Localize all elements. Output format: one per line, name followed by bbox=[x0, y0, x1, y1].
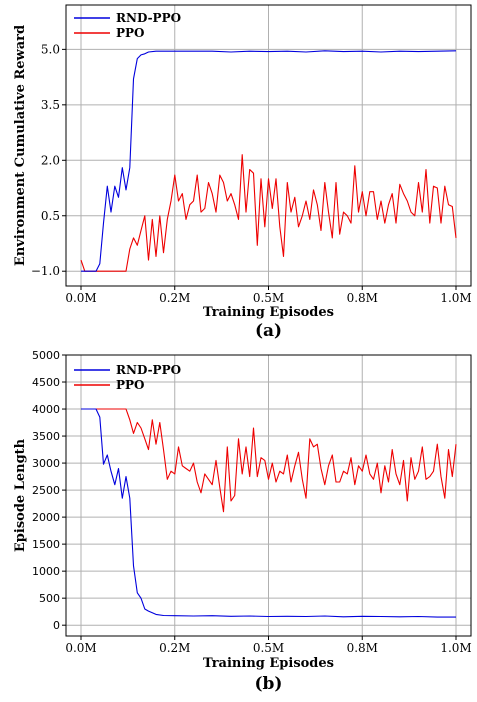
b-caption: (b) bbox=[255, 674, 283, 694]
b-y-tick-label: 1500 bbox=[32, 538, 60, 551]
panel-b-episode-length-chart: 0.0M 0.2M 0.5M 0.8M 1.0M 0 500 1000 1500 2000 2500… bbox=[13, 349, 472, 694]
b-x-tick-label: 0.2M bbox=[159, 641, 190, 655]
a-legend-label-ppo: PPO bbox=[116, 26, 145, 40]
b-tick-labels: 0.0M 0.2M 0.5M 0.8M 1.0M 0 500 1000 1500 2000 2500… bbox=[32, 349, 472, 655]
b-y-tick-label: 3000 bbox=[32, 457, 60, 470]
a-x-tick-label: 0.8M bbox=[347, 291, 378, 305]
a-series-line-ppo bbox=[80, 154, 457, 272]
b-x-tick-label: 0.0M bbox=[65, 641, 96, 655]
b-y-tick-label: 4000 bbox=[32, 403, 60, 416]
a-y-tick-label: 5.0 bbox=[41, 42, 60, 56]
b-series-line-rnd-ppo bbox=[81, 408, 456, 618]
a-tick-labels: 0.0M 0.2M 0.5M 0.8M 1.0M −1.0 0.5 2.0 3.5 5.0 bbox=[31, 42, 472, 305]
b-y-axis-label: Episode Length bbox=[13, 438, 28, 552]
a-y-tick-label: −1.0 bbox=[31, 264, 60, 278]
b-x-tick-label: 1.0M bbox=[440, 641, 471, 655]
b-x-axis-label: Training Episodes bbox=[203, 656, 334, 671]
b-series-lines bbox=[81, 408, 457, 618]
a-y-tick-label: 3.5 bbox=[41, 98, 60, 112]
b-y-tick-label: 5000 bbox=[32, 349, 60, 362]
b-y-tick-label: 2000 bbox=[32, 511, 60, 524]
a-x-axis-label: Training Episodes bbox=[203, 305, 334, 320]
panel-a-reward-chart: 0.0M 0.2M 0.5M 0.8M 1.0M −1.0 0.5 2.0 3.5 5.0 RND… bbox=[13, 4, 472, 341]
b-x-tick-label: 0.8M bbox=[347, 641, 378, 655]
b-legend-label-rnd-ppo: RND-PPO bbox=[116, 363, 181, 377]
a-y-tick-label: 2.0 bbox=[41, 153, 60, 167]
b-legend-label-ppo: PPO bbox=[116, 378, 145, 392]
a-caption: (a) bbox=[255, 321, 282, 341]
b-y-tick-label: 0 bbox=[53, 619, 60, 632]
a-x-tick-label: 1.0M bbox=[440, 291, 471, 305]
a-y-tick-label: 0.5 bbox=[41, 209, 60, 223]
a-series-line-rnd-ppo bbox=[81, 50, 457, 272]
a-x-tick-label: 0.0M bbox=[65, 291, 96, 305]
b-y-tick-label: 1000 bbox=[32, 565, 60, 578]
a-series-lines bbox=[80, 50, 457, 272]
a-x-tick-label: 0.2M bbox=[159, 291, 190, 305]
a-y-axis-label: Environment Cumulative Reward bbox=[13, 25, 28, 266]
b-y-tick-label: 2500 bbox=[32, 484, 60, 497]
b-y-tick-label: 3500 bbox=[32, 430, 60, 443]
a-x-tick-label: 0.5M bbox=[253, 291, 284, 305]
a-legend-label-rnd-ppo: RND-PPO bbox=[116, 11, 181, 25]
b-y-tick-label: 4500 bbox=[32, 376, 60, 389]
b-y-tick-label: 500 bbox=[39, 592, 60, 605]
b-series-line-ppo bbox=[81, 408, 457, 513]
b-x-tick-label: 0.5M bbox=[253, 641, 284, 655]
